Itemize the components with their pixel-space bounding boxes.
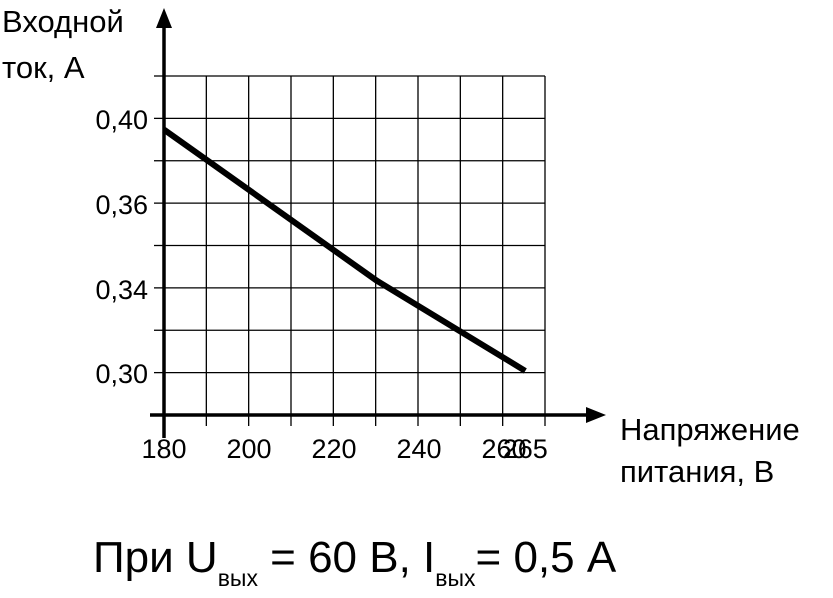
caption-mid: = 60 В, I: [258, 533, 435, 582]
y-axis-arrow: [156, 8, 172, 28]
y-tick-label: 0,40: [95, 105, 148, 135]
caption-suffix: = 0,5 А: [476, 533, 617, 582]
y-tick-label: 0,36: [95, 190, 148, 220]
y-axis-title-line2: ток, А: [2, 50, 85, 85]
axes: [150, 8, 606, 438]
x-axis-arrow: [586, 407, 606, 423]
y-axis-title-line1: Входной: [2, 4, 124, 39]
x-axis-title-line2: питания, В: [620, 454, 774, 489]
x-axis-title-line1: Напряжение: [620, 412, 800, 447]
x-tick-label: 200: [226, 434, 271, 464]
caption-sub1: вых: [218, 565, 259, 591]
y-tick-label: 0,34: [95, 275, 148, 305]
x-tick-label: 220: [311, 434, 356, 464]
caption-sub2: вых: [435, 565, 476, 591]
x-tick-label: 180: [141, 434, 186, 464]
grid: [164, 75, 546, 415]
caption-prefix: При U: [93, 533, 218, 582]
x-tick-label: 240: [396, 434, 441, 464]
caption: При Uвых = 60 В, Iвых= 0,5 А: [93, 533, 617, 591]
x-tick-label: 265: [503, 434, 548, 464]
series-layer: [162, 127, 527, 374]
y-tick-label: 0,30: [95, 359, 148, 389]
series-line: [162, 127, 527, 374]
x-tick-label: 260: [481, 434, 526, 464]
